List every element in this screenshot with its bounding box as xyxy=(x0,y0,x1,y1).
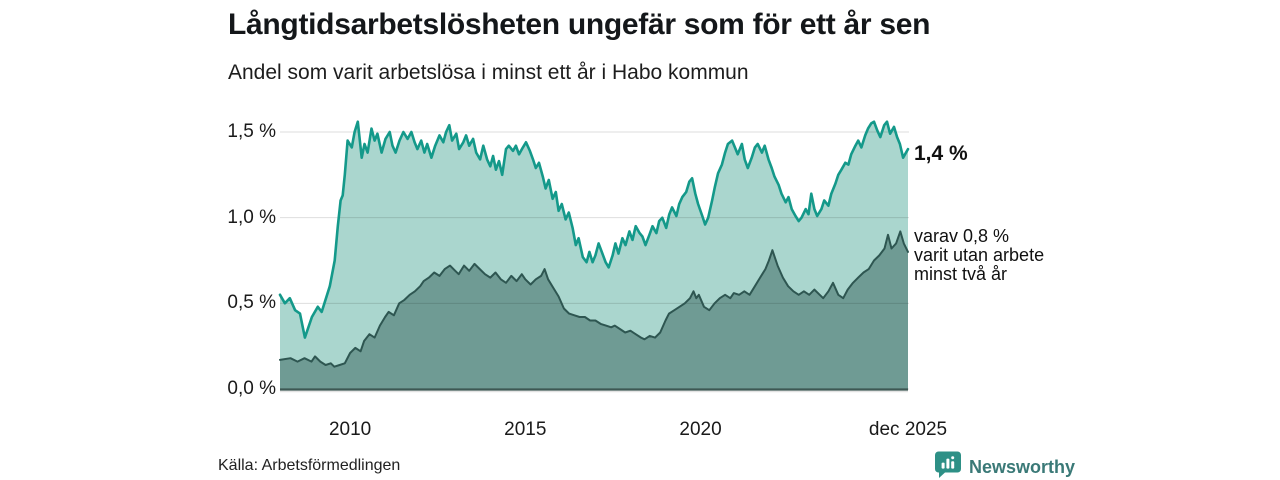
y-tick-label: 0,0 % xyxy=(227,378,276,399)
source-label: Källa: Arbetsförmedlingen xyxy=(218,457,401,474)
y-tick-label: 1,0 % xyxy=(227,206,276,228)
page-subtitle: Andel som varit arbetslösa i minst ett å… xyxy=(228,61,749,84)
line-2yr xyxy=(279,230,909,368)
x-tick-label: dec 2025 xyxy=(868,419,948,440)
line-1yr xyxy=(278,120,910,339)
y-tick-label: 0,5 % xyxy=(227,292,276,314)
secondary-value-line: minst två år xyxy=(914,264,1008,284)
newsworthy-brand: Newsworthy xyxy=(934,450,1075,480)
latest-value-label: 1,4 % xyxy=(914,142,968,165)
brand-name: Newsworthy xyxy=(969,456,1076,477)
bar-chart-speech-bubble-icon xyxy=(934,450,962,480)
x-tick-label: 2020 xyxy=(679,419,722,440)
page-title: Långtidsarbetslösheten ungefär som för e… xyxy=(228,8,931,41)
secondary-value-line: varit utan arbete xyxy=(914,245,1045,265)
y-tick-label: 1,5 % xyxy=(227,121,276,142)
area-fill-2yr xyxy=(280,231,908,389)
secondary-value-label: varav 0,8 % varit utan arbete minst två … xyxy=(914,227,1044,284)
secondary-value-line: varav 0,8 % xyxy=(914,226,1010,246)
x-tick-label: 2015 xyxy=(504,419,547,440)
x-tick-label: 2010 xyxy=(328,419,372,440)
